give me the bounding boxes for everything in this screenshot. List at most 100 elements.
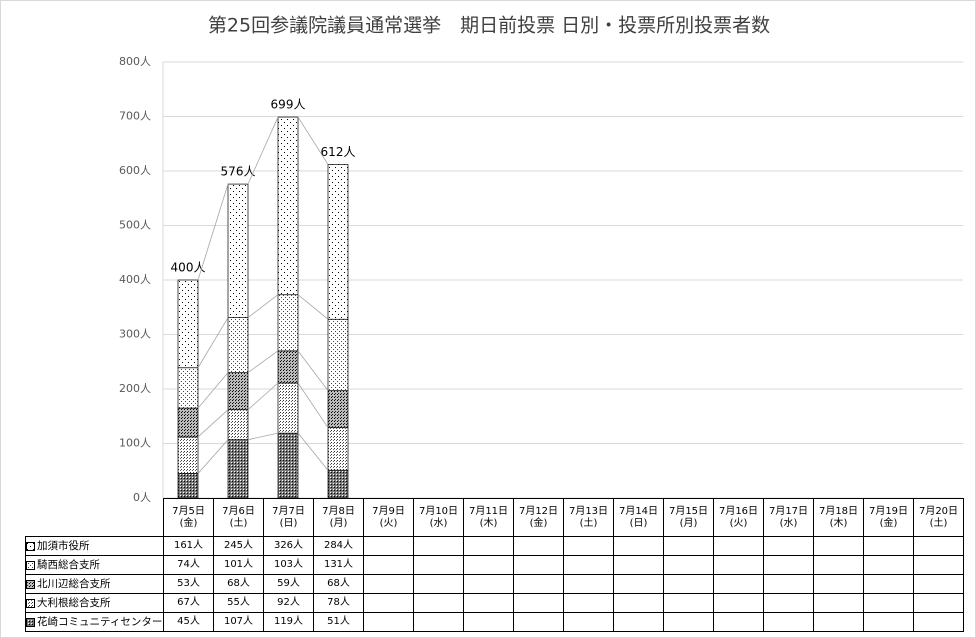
table-empty xyxy=(663,555,714,575)
table-empty xyxy=(363,536,414,556)
bar-segment xyxy=(327,469,349,499)
bar-segment xyxy=(227,372,249,411)
table-empty xyxy=(913,536,964,556)
legend-cell: 花崎コミュニティセンター xyxy=(25,612,164,632)
table-empty xyxy=(563,593,614,613)
legend-cell: 大利根総合支所 xyxy=(25,593,164,613)
table-value: 78人 xyxy=(313,593,364,613)
legend-cell: 加須市役所 xyxy=(25,536,164,556)
y-tick-label: 600人 xyxy=(119,164,151,177)
category-label: 7月20日(土) xyxy=(913,498,964,537)
table-empty xyxy=(713,536,764,556)
table-empty xyxy=(863,593,914,613)
table-empty xyxy=(413,612,464,632)
table-empty xyxy=(713,574,764,594)
table-value: 326人 xyxy=(263,536,314,556)
table-empty xyxy=(913,555,964,575)
legend-swatch xyxy=(26,541,35,551)
table-empty xyxy=(513,536,564,556)
total-label: 612人 xyxy=(321,145,356,159)
table-empty xyxy=(563,536,614,556)
table-value: 92人 xyxy=(263,593,314,613)
legend-cell: 騎西総合支所 xyxy=(25,555,164,575)
table-empty xyxy=(913,612,964,632)
table-empty xyxy=(363,593,414,613)
bar-segment xyxy=(277,350,299,384)
table-row: 北川辺総合支所 53人 68人 59人 68人 xyxy=(25,574,964,594)
bar-segment xyxy=(227,409,249,441)
table-value: 101人 xyxy=(213,555,264,575)
table-empty xyxy=(463,612,514,632)
category-label: 7月14日(日) xyxy=(613,498,664,537)
table-value: 51人 xyxy=(313,612,364,632)
series-line xyxy=(197,317,229,368)
header-row: 7月5日(金) 7月6日(土) 7月7日(日) 7月8日(月) 7月9日(火) 7月10日… xyxy=(25,498,964,537)
series-line xyxy=(247,294,279,318)
table-empty xyxy=(363,555,414,575)
table-value: 68人 xyxy=(313,574,364,594)
table-empty xyxy=(613,555,664,575)
table-empty xyxy=(763,612,814,632)
series-line xyxy=(197,183,229,281)
legend-swatch xyxy=(26,617,35,627)
table-empty xyxy=(563,612,614,632)
table-value: 245人 xyxy=(213,536,264,556)
series-line xyxy=(247,382,279,411)
table-empty xyxy=(763,574,814,594)
category-label: 7月12日(金) xyxy=(513,498,564,537)
legend-label: 加須市役所 xyxy=(37,540,90,552)
legend-label: 花崎コミュニティセンター xyxy=(37,616,163,628)
table-empty xyxy=(463,574,514,594)
table-empty xyxy=(863,555,914,575)
table-value: 74人 xyxy=(163,555,214,575)
series-line xyxy=(247,432,279,441)
series-line xyxy=(197,409,229,438)
table-empty xyxy=(713,593,764,613)
series-line xyxy=(197,372,229,409)
legend-cell: 北川辺総合支所 xyxy=(25,574,164,594)
table-empty xyxy=(813,555,864,575)
y-tick-label: 800人 xyxy=(119,55,151,68)
category-label: 7月15日(月) xyxy=(663,498,714,537)
table-empty xyxy=(413,555,464,575)
bar-segment xyxy=(227,183,249,318)
table-empty xyxy=(413,536,464,556)
table-empty xyxy=(613,574,664,594)
series-line xyxy=(247,116,279,185)
table-empty xyxy=(863,612,914,632)
table-row: 加須市役所 161人 245人 326人 284人 xyxy=(25,536,964,556)
bar-segment xyxy=(277,116,299,296)
total-label: 576人 xyxy=(221,165,256,179)
table-value: 119人 xyxy=(263,612,314,632)
bar-segment xyxy=(277,382,299,434)
table-empty xyxy=(613,536,664,556)
table-value: 59人 xyxy=(263,574,314,594)
y-tick-label: 500人 xyxy=(119,219,151,232)
table-value: 103人 xyxy=(263,555,314,575)
table-empty xyxy=(913,593,964,613)
table-row: 花崎コミュニティセンター 45人 107人 119人 51人 xyxy=(25,612,964,632)
category-label: 7月6日(土) xyxy=(213,498,264,537)
bar-segment xyxy=(327,318,349,391)
table-empty xyxy=(863,574,914,594)
table-empty xyxy=(763,555,814,575)
series-line xyxy=(197,439,229,474)
y-tick-label: 200人 xyxy=(119,382,151,395)
table-empty xyxy=(813,593,864,613)
category-label: 7月13日(土) xyxy=(563,498,614,537)
table-empty xyxy=(913,574,964,594)
y-tick-label: 700人 xyxy=(119,110,151,123)
table-row: 大利根総合支所 67人 55人 92人 78人 xyxy=(25,593,964,613)
category-label: 7月11日(木) xyxy=(463,498,514,537)
category-label: 7月18日(木) xyxy=(813,498,864,537)
table-value: 284人 xyxy=(313,536,364,556)
table-value: 67人 xyxy=(163,593,214,613)
bar-segment xyxy=(177,436,199,474)
legend-swatch xyxy=(26,617,35,627)
legend-swatch xyxy=(26,560,35,570)
bar-segment xyxy=(277,294,299,352)
table-empty xyxy=(813,536,864,556)
series-line xyxy=(247,350,279,373)
